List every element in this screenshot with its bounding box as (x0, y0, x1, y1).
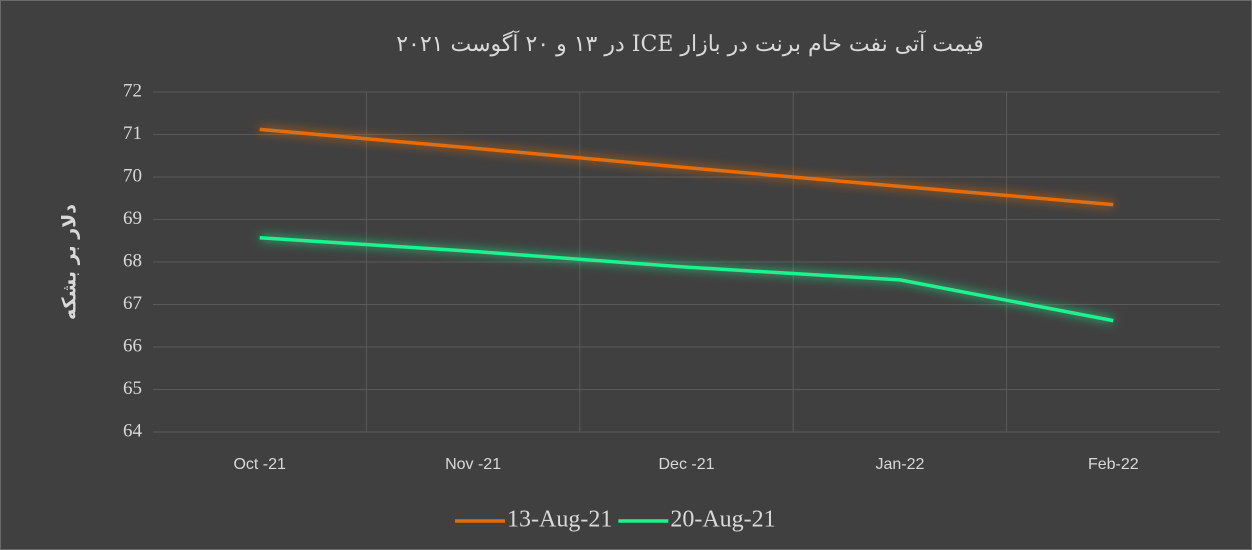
x-tick-label: Oct -21 (233, 456, 286, 473)
x-tick-label: Nov -21 (445, 456, 501, 473)
x-tick-label: Jan-22 (875, 456, 924, 473)
y-tick-label: 69 (123, 208, 142, 229)
legend-label: 20-Aug-21 (670, 507, 775, 533)
x-tick-label: Feb-22 (1088, 456, 1139, 473)
chart-title: قیمت آتی نفت خام برنت در بازار ICE در ۱۳… (396, 30, 984, 57)
legend-label: 13-Aug-21 (507, 507, 612, 533)
series-line (259, 236, 1114, 323)
x-tick-label: Dec -21 (658, 456, 714, 473)
y-tick-label: 66 (123, 335, 142, 356)
y-tick-label: 71 (123, 123, 142, 144)
y-tick-label: 72 (123, 80, 142, 101)
y-tick-label: 64 (123, 420, 143, 441)
y-tick-label: 68 (123, 250, 142, 271)
y-tick-label: 65 (123, 378, 142, 399)
y-axis-label: دلار بر بشکه (59, 204, 81, 320)
series-line (259, 127, 1114, 207)
y-tick-label: 70 (123, 165, 142, 186)
y-tick-label: 67 (123, 293, 142, 314)
